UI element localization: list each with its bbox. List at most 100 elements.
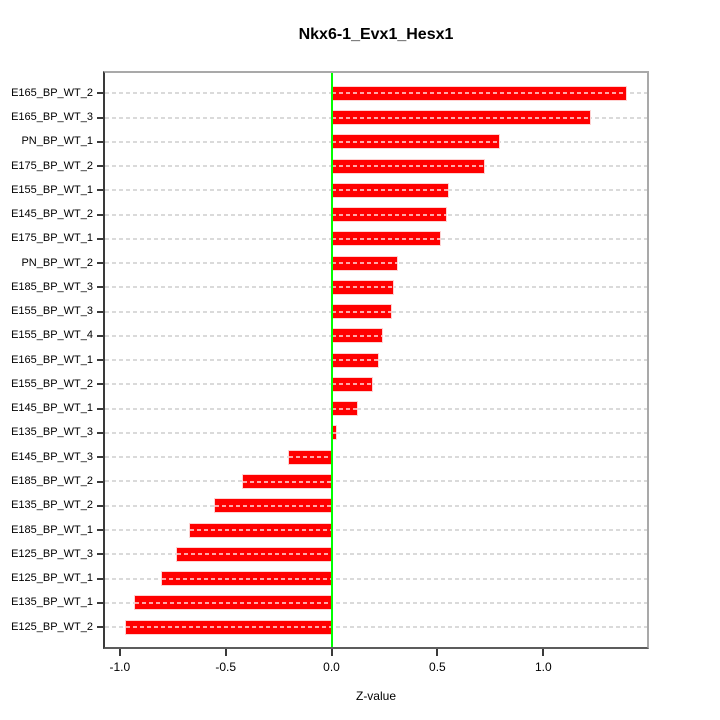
- x-axis-tick: [542, 649, 545, 656]
- y-axis-label: E185_BP_WT_1: [11, 523, 93, 536]
- bar-center-dash: [331, 116, 590, 119]
- y-axis-tick: [97, 116, 103, 119]
- bar-center-dash: [331, 383, 372, 386]
- bar: [331, 329, 383, 343]
- zero-reference-line: [330, 73, 333, 647]
- bar-center-dash: [331, 165, 484, 168]
- plot-area: [103, 71, 649, 649]
- y-axis-tick: [97, 383, 103, 386]
- bar: [331, 159, 484, 173]
- bar: [331, 208, 446, 222]
- bar-center-dash: [331, 213, 446, 216]
- gridline: [105, 577, 647, 580]
- bar-center-dash: [331, 286, 393, 289]
- x-axis-tick: [436, 649, 439, 656]
- x-axis-tick-label: 0.5: [429, 660, 446, 674]
- gridline: [105, 431, 647, 434]
- bar: [331, 402, 357, 416]
- y-axis-label: E155_BP_WT_4: [11, 329, 93, 342]
- y-axis-label: E145_BP_WT_3: [11, 450, 93, 463]
- gridline: [105, 456, 647, 459]
- y-axis-label: E155_BP_WT_1: [11, 183, 93, 196]
- y-axis-tick: [97, 407, 103, 410]
- bar-center-dash: [134, 601, 332, 604]
- y-axis-tick: [97, 577, 103, 580]
- bar: [331, 256, 398, 270]
- bar: [331, 377, 372, 391]
- gridline: [105, 407, 647, 410]
- y-axis-tick: [97, 480, 103, 483]
- y-axis-label: E145_BP_WT_1: [11, 402, 93, 415]
- x-axis-tick-label: 1.0: [534, 660, 552, 674]
- y-axis-tick: [97, 310, 103, 313]
- bar: [289, 450, 332, 464]
- y-axis-tick: [97, 626, 103, 628]
- bar: [162, 572, 332, 585]
- y-axis-label: E125_BP_WT_1: [11, 572, 93, 584]
- bar: [134, 596, 332, 610]
- y-axis-label: E165_BP_WT_1: [11, 353, 93, 366]
- bar-center-dash: [331, 359, 379, 362]
- y-axis-label: E185_BP_WT_2: [11, 475, 93, 487]
- x-axis-title: Z-value: [355, 689, 396, 703]
- y-axis-label: E135_BP_WT_2: [11, 499, 93, 512]
- bar: [331, 280, 393, 294]
- y-axis-tick: [97, 431, 103, 434]
- bar: [126, 620, 332, 634]
- bar-center-dash: [331, 92, 626, 95]
- y-axis-label: E165_BP_WT_3: [11, 111, 93, 124]
- y-axis-label: E175_BP_WT_2: [11, 159, 93, 172]
- bar: [331, 183, 448, 197]
- bar-center-dash: [331, 237, 440, 240]
- y-axis-label: E135_BP_WT_1: [11, 596, 93, 609]
- y-axis-tick: [97, 140, 103, 143]
- bar-center-dash: [331, 262, 398, 265]
- y-axis-tick: [97, 334, 103, 337]
- bar-center-dash: [331, 189, 448, 192]
- y-axis-tick: [97, 553, 103, 556]
- chart-title: Nkx6-1_Evx1_Hesx1: [298, 26, 454, 43]
- bar: [189, 523, 332, 537]
- y-axis-tick: [97, 165, 103, 168]
- y-axis-label: E165_BP_WT_2: [11, 86, 93, 99]
- bar-center-dash: [162, 577, 332, 580]
- y-axis-tick: [97, 456, 103, 459]
- bar-center-dash: [242, 480, 332, 483]
- gridline: [105, 626, 647, 629]
- bar-center-dash: [331, 140, 499, 143]
- gridline: [105, 480, 647, 483]
- bar: [331, 305, 391, 319]
- x-axis-tick: [330, 649, 333, 656]
- y-axis-label: E155_BP_WT_3: [11, 305, 93, 318]
- bar: [242, 475, 332, 488]
- y-axis-label: E125_BP_WT_2: [11, 620, 93, 633]
- y-axis-tick: [97, 237, 103, 240]
- bar: [331, 426, 336, 440]
- bar: [177, 547, 332, 561]
- gridline: [105, 601, 647, 604]
- y-axis-label: E185_BP_WT_3: [11, 280, 93, 293]
- y-axis-tick: [97, 286, 103, 289]
- bar: [331, 86, 626, 100]
- bar-center-dash: [189, 529, 332, 531]
- gridline: [105, 504, 647, 507]
- bar-center-dash: [331, 407, 357, 410]
- y-axis-tick: [97, 92, 103, 95]
- bar-center-dash: [289, 456, 332, 459]
- y-axis-tick: [97, 504, 103, 507]
- y-axis-label: E145_BP_WT_2: [11, 208, 93, 221]
- y-axis-label: E175_BP_WT_1: [11, 232, 93, 245]
- y-axis-label: PN_BP_WT_2: [21, 256, 93, 269]
- y-axis-label: E155_BP_WT_2: [11, 377, 93, 390]
- x-axis-tick: [118, 649, 121, 656]
- bar-center-dash: [331, 431, 336, 434]
- y-axis-tick: [97, 359, 103, 362]
- bar-center-dash: [215, 504, 332, 507]
- y-axis-tick: [97, 601, 103, 604]
- bar: [331, 135, 499, 149]
- x-axis-tick-label: -1.0: [109, 660, 131, 674]
- x-axis-tick-label: -0.5: [215, 660, 237, 674]
- x-axis-tick-label: 0.0: [323, 660, 340, 674]
- bar: [331, 232, 440, 246]
